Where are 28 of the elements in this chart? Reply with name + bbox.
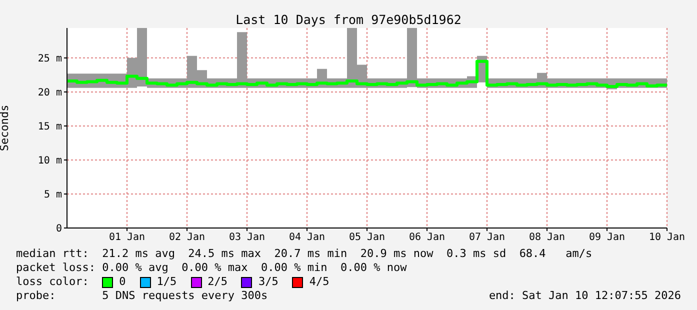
legend-title: loss color: [16,275,90,289]
text: end: Sat Jan 10 12:07:55 2026 [488,289,681,303]
text: probe: 5 DNS requests every 300s [16,289,268,303]
x-tick-label: 03 Jan [228,232,266,244]
legend-label: 0 [119,275,126,289]
x-tick-label: 10 Jan [648,232,686,244]
x-tick-label: 06 Jan [408,232,446,244]
x-tick-label: 02 Jan [168,232,206,244]
text: packet loss: 0.00 % avg 0.00 % max 0.00 % min 0.00 % now [16,261,408,275]
legend-label: 2/5 [208,275,228,289]
legend-label: 1/5 [156,275,177,289]
x-tick-label: 07 Jan [468,232,506,244]
x-tick-label: 09 Jan [588,232,626,244]
y-tick-label: 15 m [38,122,62,133]
y-tick-label: 20 m [38,87,62,98]
x-tick-label: 04 Jan [288,232,326,244]
x-tick-label: 08 Jan [528,232,566,244]
chart-title: Last 10 Days from 97e90b5d1962 [234,12,462,27]
y-tick-label: 5 m [44,190,62,201]
legend-label: 3/5 [258,275,278,289]
x-tick-label: 01 Jan [108,232,146,244]
y-tick-label: 10 m [38,156,62,167]
legend-label: 4/5 [309,275,330,289]
y-tick-label: 25 m [38,53,62,64]
y-axis-title: Seconds [0,104,11,152]
text: median rtt: 21.2 ms avg 24.5 ms max 20.7 ms min 20.9 ms now 0.3 ms sd 68.4 am/s [16,247,594,261]
x-tick-label: 05 Jan [348,232,386,244]
y-tick-label: 0 [56,224,62,235]
